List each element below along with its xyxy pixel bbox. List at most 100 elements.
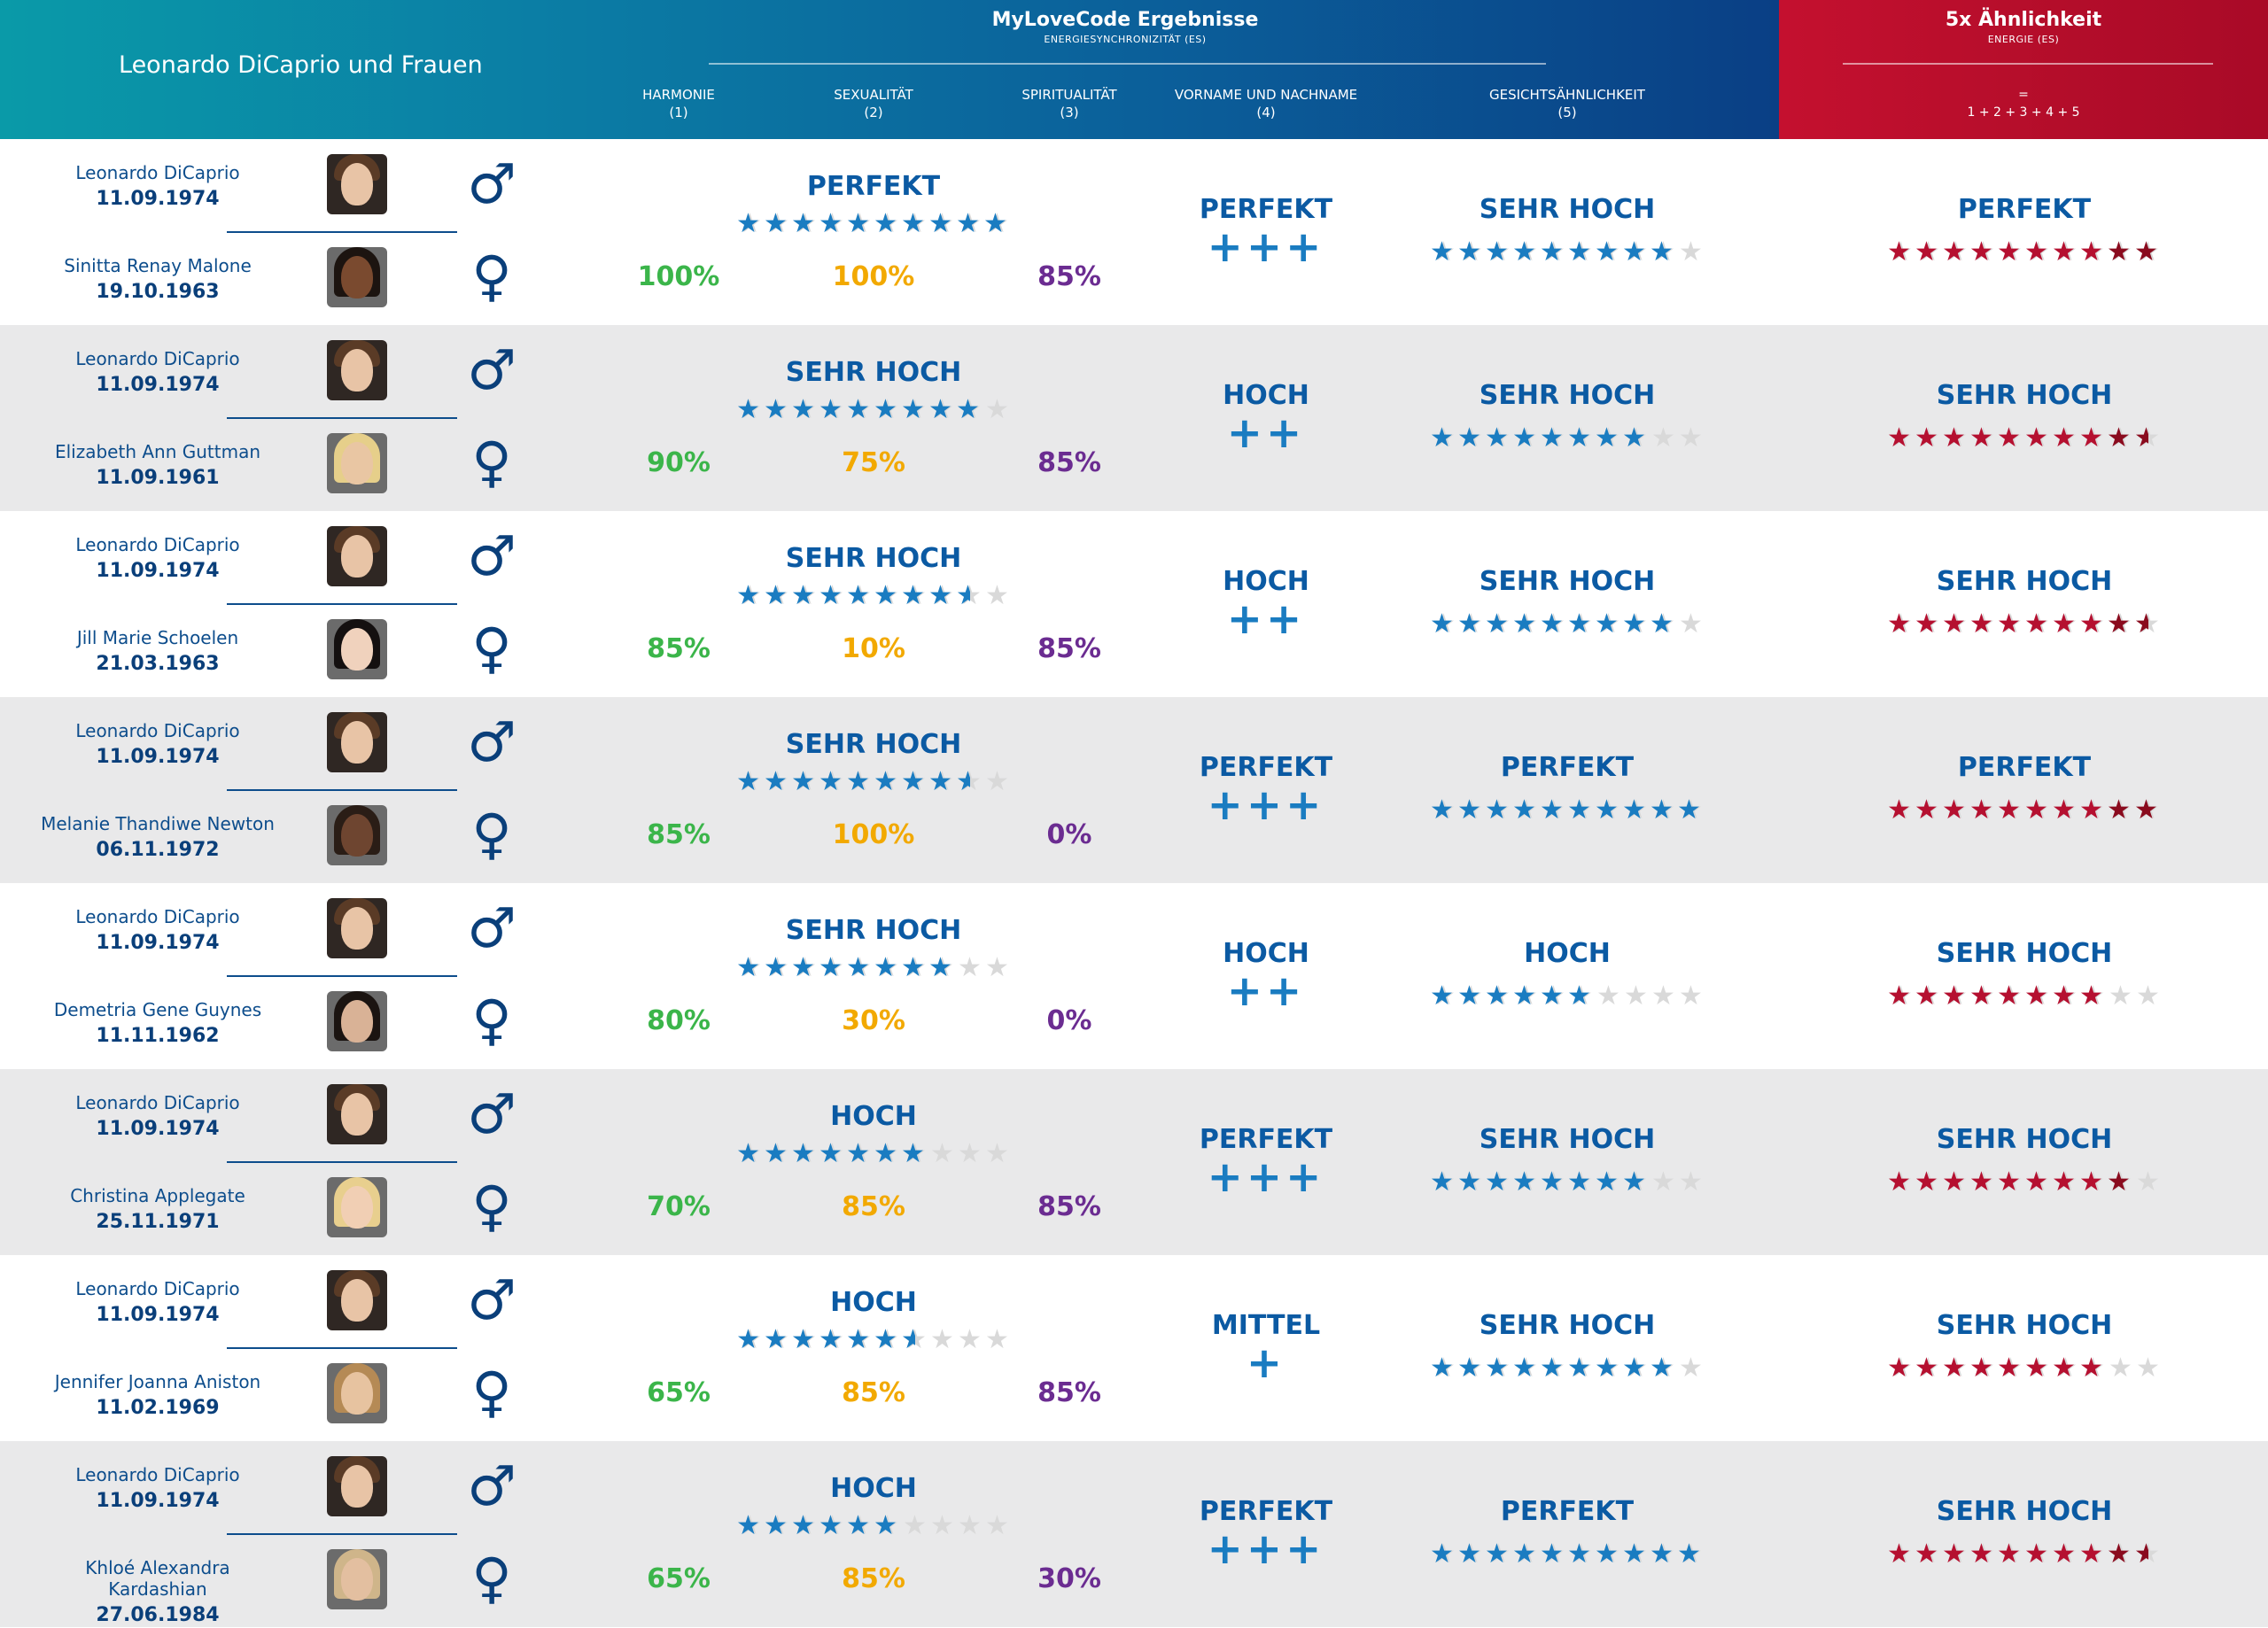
star-icon: ★ ★ (791, 580, 817, 611)
star-icon: ★ ★ (2052, 423, 2078, 454)
spirituality-value: 0% (1046, 1005, 1092, 1036)
star-icon: ★ ★ (874, 952, 899, 983)
header-divider (709, 63, 1546, 65)
energy-rating: SEHR HOCH (1936, 566, 2113, 597)
red-star-rating: ★ ★ ★ ★ ★ ★ ★ ★ ★ ★ ★ ★ ★ ★ ★ ★ ★ ★ ★ ★ (1887, 797, 2162, 824)
face-similarity-rating: SEHR HOCH (1479, 566, 1656, 597)
male-symbol-icon: ♂ (467, 1081, 517, 1146)
table-row: Leonardo DiCaprio 11.09.1974 Sinitta Renay… (0, 139, 2268, 325)
star-icon: ★ ★ (791, 766, 817, 797)
table-row: Leonardo DiCaprio 11.09.1974 Khloé Alexand… (0, 1441, 2268, 1627)
name-match-plus: +++ (1207, 222, 1325, 272)
woman-info: Sinitta Renay Malone 19.10.1963 (34, 255, 282, 305)
star-icon: ★ ★ (764, 766, 789, 797)
man-name: Leonardo DiCaprio (75, 1278, 240, 1299)
star-icon: ★ ★ (874, 1510, 899, 1541)
energy-rating: SEHR HOCH (1936, 380, 2113, 411)
star-icon: ★ ★ (1887, 423, 1913, 454)
spirituality-value: 85% (1037, 447, 1101, 478)
star-icon: ★ ★ (1512, 423, 1538, 454)
star-icon: ★ ★ (1915, 795, 1940, 826)
star-icon: ★ ★ (1430, 1353, 1456, 1384)
column-header-face: GESICHTSÄHNLICHKEIT (5) (1489, 86, 1645, 121)
star-icon: ★ ★ (1915, 609, 1940, 640)
energy-formula-text: 1 + 2 + 3 + 4 + 5 (1967, 105, 2080, 120)
star-icon: ★ ★ (1430, 981, 1456, 1012)
star-icon: ★ ★ (819, 1138, 844, 1169)
woman-avatar (327, 1549, 387, 1609)
man-avatar (327, 1084, 387, 1144)
star-icon: ★ ★ (1942, 1167, 1968, 1198)
star-icon: ★ (930, 1138, 954, 1169)
star-icon: ★ ★ (1969, 795, 1995, 826)
star-icon: ★ ★ (1887, 981, 1913, 1012)
energy-rating: SEHR HOCH (1936, 938, 2113, 969)
male-symbol-icon: ♂ (467, 523, 517, 588)
blue-star-rating: ★ ★ ★ ★ ★ ★ ★ ★ ★ ★ ★ ★ ★ ★ ★ ★ ★ ★ ★ ★ (736, 211, 1011, 237)
man-avatar (327, 712, 387, 772)
star-icon: ★ ★ (2134, 236, 2160, 267)
sexuality-value: 30% (842, 1005, 905, 1036)
spirituality-value: 85% (1037, 633, 1101, 664)
star-icon: ★ ★ (736, 952, 762, 983)
star-icon: ★ (1679, 423, 1703, 454)
table-row: Leonardo DiCaprio 11.09.1974 Christina App… (0, 1069, 2268, 1255)
star-icon: ★ ★ (928, 952, 954, 983)
man-birthdate: 11.09.1974 (96, 188, 220, 210)
pair-divider (227, 231, 457, 233)
star-icon: ★ ★ (928, 766, 954, 797)
spirituality-value: 85% (1037, 261, 1101, 292)
star-icon: ★ ★ (1969, 981, 1995, 1012)
column-header-number: (3) (1060, 105, 1079, 120)
harmony-value: 65% (647, 1563, 711, 1594)
star-icon: ★ ★ (736, 1510, 762, 1541)
star-icon: ★ (1679, 1167, 1703, 1198)
star-icon: ★ ★ (1512, 236, 1538, 267)
face-similarity-rating: PERFEKT (1500, 752, 1635, 783)
star-icon: ★ ★ (874, 1138, 899, 1169)
man-info: Leonardo DiCaprio 11.09.1974 (34, 348, 282, 398)
harmony-value: 100% (637, 261, 720, 292)
star-icon: ★ ★ (1915, 236, 1940, 267)
pair-divider (227, 975, 457, 977)
star-icon: ★ ★ (901, 766, 927, 797)
results-table: Leonardo DiCaprio 11.09.1974 Sinitta Renay… (0, 139, 2268, 1627)
face-similarity-rating: SEHR HOCH (1479, 1124, 1656, 1155)
star-icon: ★ ★ (1942, 795, 1968, 826)
sexuality-value: 100% (832, 819, 915, 850)
star-icon: ★ ★ (1540, 236, 1565, 267)
man-info: Leonardo DiCaprio 11.09.1974 (34, 720, 282, 770)
energy-divider (1843, 63, 2213, 65)
star-icon: ★ ★ (2079, 795, 2105, 826)
star-icon: ★ ★ (1512, 795, 1538, 826)
spirituality-value: 30% (1037, 1563, 1101, 1594)
star-icon: ★ (2109, 981, 2132, 1012)
star-icon: ★ (1679, 1353, 1703, 1384)
star-icon: ★ ★ (1567, 236, 1593, 267)
star-icon: ★ ★ (901, 208, 927, 239)
red-star-rating: ★ ★ ★ ★ ★ ★ ★ ★ ★ ★ ★ ★ ★ ★ ★ ★ ★ ★ ★ ★ (1887, 1541, 2162, 1568)
harmony-value: 80% (647, 1005, 711, 1036)
star-icon: ★ ★ (1457, 609, 1483, 640)
man-name: Leonardo DiCaprio (75, 348, 240, 369)
star-icon: ★ ★ (956, 208, 982, 239)
star-icon: ★ ★ (819, 394, 844, 425)
star-icon: ★ ★ (2024, 1539, 2050, 1570)
woman-avatar (327, 1177, 387, 1237)
man-birthdate: 11.09.1974 (96, 1490, 220, 1512)
page-title: Leonardo DiCaprio und Frauen (119, 51, 483, 79)
star-icon: ★ ★ (2079, 609, 2105, 640)
star-icon: ★ ★ (928, 394, 954, 425)
energy-sync-rating: HOCH (830, 1287, 917, 1318)
star-icon: ★ ★ (1512, 609, 1538, 640)
star-icon: ★ ★ (983, 208, 1009, 239)
woman-name: Sinitta Renay Malone (64, 255, 252, 276)
star-icon: ★ ★ (846, 766, 872, 797)
table-row: Leonardo DiCaprio 11.09.1974 Elizabeth Ann… (0, 325, 2268, 511)
star-icon: ★ ★ (1997, 609, 2023, 640)
star-icon: ★ ★ (1485, 609, 1511, 640)
star-icon: ★ ★ (819, 580, 844, 611)
column-header-label: SPIRITUALITÄT (1021, 87, 1117, 103)
star-icon: ★ ★ (1457, 423, 1483, 454)
star-icon: ★ ★ (846, 394, 872, 425)
